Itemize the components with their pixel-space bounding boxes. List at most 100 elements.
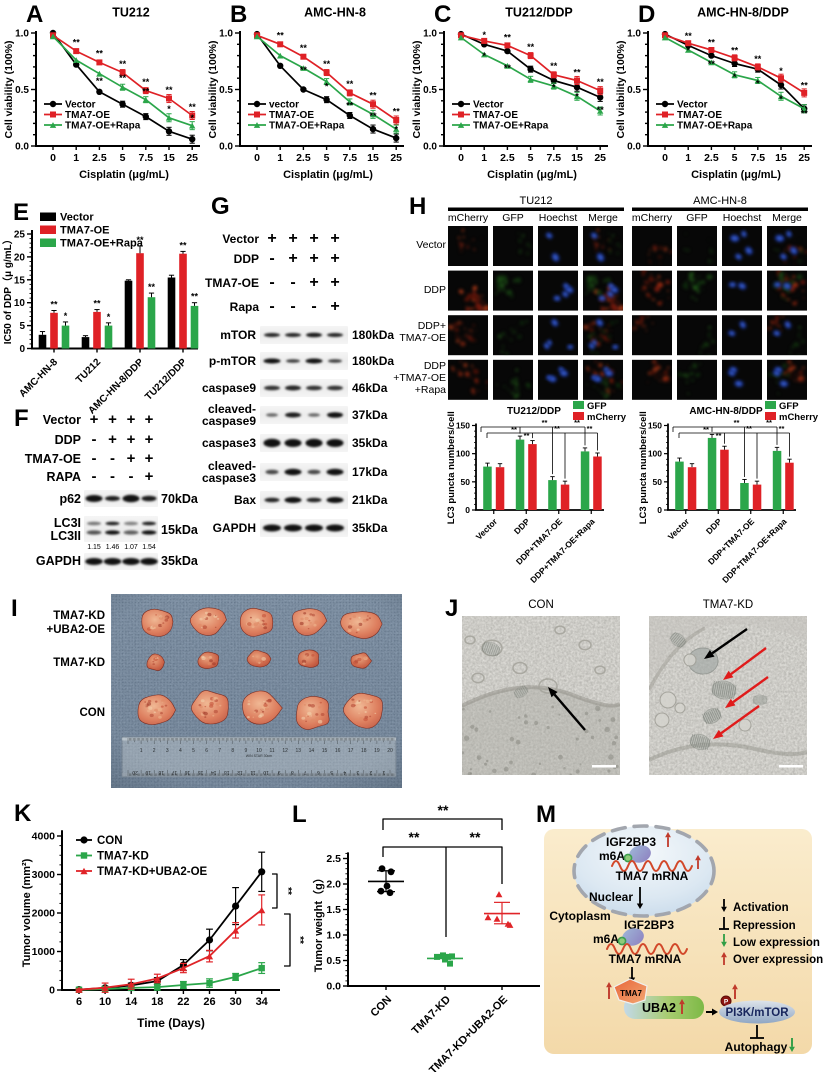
- svg-text:*: *: [482, 30, 486, 40]
- svg-text:**: **: [165, 85, 173, 95]
- svg-text:5: 5: [528, 152, 534, 164]
- svg-text:Time (Days): Time (Days): [137, 1016, 205, 1030]
- svg-text:TU212/DDP: TU212/DDP: [143, 357, 189, 403]
- svg-text:2.5: 2.5: [326, 853, 341, 865]
- svg-text:CON: CON: [97, 835, 123, 847]
- svg-text:**: **: [587, 424, 593, 433]
- svg-text:35kDa: 35kDa: [352, 521, 388, 535]
- svg-text:17: 17: [348, 748, 354, 754]
- svg-text:1: 1: [382, 769, 385, 775]
- svg-text:0: 0: [458, 152, 464, 164]
- svg-text:M: M: [536, 801, 556, 828]
- svg-text:12: 12: [237, 769, 243, 775]
- svg-text:**: **: [323, 59, 331, 69]
- svg-text:TMA7-OE+Rapa: TMA7-OE+Rapa: [269, 121, 345, 132]
- svg-text:+: +: [267, 230, 276, 247]
- svg-text:D: D: [638, 1, 655, 28]
- svg-text:*: *: [74, 61, 78, 71]
- svg-text:Hoechst: Hoechst: [539, 212, 578, 224]
- svg-text:TMA7 mRNA: TMA7 mRNA: [616, 869, 689, 883]
- svg-text:8: 8: [291, 769, 294, 775]
- svg-text:+: +: [145, 431, 154, 448]
- svg-text:UBA2: UBA2: [642, 1001, 676, 1015]
- svg-text:**: **: [550, 61, 558, 71]
- svg-text:*: *: [552, 83, 556, 93]
- svg-text:**: **: [282, 887, 293, 895]
- svg-text:DDP: DDP: [424, 284, 446, 296]
- svg-text:Vector: Vector: [474, 516, 500, 542]
- svg-text:**: **: [754, 54, 762, 64]
- svg-text:CON: CON: [528, 599, 554, 611]
- svg-text:14: 14: [125, 996, 138, 1008]
- svg-text:Vector: Vector: [666, 516, 692, 542]
- svg-text:PI3K/mTOR: PI3K/mTOR: [725, 1007, 789, 1019]
- svg-text:caspase9: caspase9: [202, 414, 256, 428]
- svg-text:C: C: [434, 1, 451, 28]
- svg-text:37kDa: 37kDa: [352, 408, 388, 422]
- svg-text:0: 0: [49, 985, 55, 997]
- svg-text:6: 6: [205, 748, 208, 754]
- svg-text:LC3II: LC3II: [50, 529, 81, 543]
- svg-text:0.0: 0.0: [219, 142, 233, 153]
- svg-text:1: 1: [73, 152, 79, 164]
- svg-text:0.5: 0.5: [219, 85, 233, 96]
- svg-text:**: **: [708, 37, 716, 47]
- svg-text:*: *: [529, 67, 533, 77]
- svg-text:15: 15: [14, 275, 26, 286]
- svg-text:10: 10: [263, 769, 269, 775]
- svg-text:+: +: [108, 411, 117, 428]
- svg-text:-: -: [269, 250, 274, 267]
- svg-text:**: **: [136, 235, 144, 245]
- svg-text:**: **: [779, 424, 785, 433]
- svg-text:3: 3: [166, 748, 169, 754]
- svg-text:5: 5: [324, 152, 330, 164]
- svg-text:1.07: 1.07: [124, 544, 138, 551]
- svg-text:4: 4: [343, 769, 346, 775]
- svg-text:18: 18: [361, 748, 367, 754]
- svg-text:**: **: [542, 418, 548, 427]
- svg-text:3000: 3000: [32, 869, 56, 881]
- svg-text:**: **: [191, 292, 199, 302]
- svg-text:*: *: [575, 92, 579, 102]
- svg-text:*: *: [190, 113, 194, 123]
- svg-text:TMA7-OE: TMA7-OE: [60, 225, 110, 237]
- svg-text:20: 20: [387, 748, 393, 754]
- svg-text:20: 20: [132, 769, 138, 775]
- svg-text:7.5: 7.5: [342, 152, 357, 164]
- svg-text:15: 15: [198, 769, 204, 775]
- svg-text:7: 7: [218, 748, 221, 754]
- svg-text:1.46: 1.46: [106, 544, 120, 551]
- svg-text:GFP: GFP: [779, 401, 799, 412]
- svg-text:+: +: [127, 411, 136, 428]
- svg-text:*: *: [779, 94, 783, 104]
- svg-text:+TMA7-OE: +TMA7-OE: [393, 372, 446, 384]
- svg-text:+: +: [145, 450, 154, 467]
- svg-text:+: +: [288, 250, 297, 267]
- svg-text:H: H: [409, 193, 426, 220]
- svg-text:1: 1: [140, 748, 143, 754]
- svg-text:CON: CON: [79, 707, 105, 719]
- svg-text:**: **: [574, 418, 580, 427]
- svg-text:Cytoplasm: Cytoplasm: [549, 909, 610, 923]
- svg-text:caspase3: caspase3: [202, 471, 256, 485]
- svg-text:0.0: 0.0: [627, 142, 641, 153]
- svg-text:mCherry: mCherry: [448, 212, 489, 224]
- svg-text:5: 5: [192, 748, 195, 754]
- svg-text:15: 15: [571, 152, 583, 164]
- svg-text:4: 4: [179, 748, 182, 754]
- svg-text:cleaved-: cleaved-: [208, 459, 256, 473]
- svg-text:**: **: [50, 299, 58, 309]
- svg-text:Vector: Vector: [60, 212, 94, 224]
- svg-text:+: +: [330, 250, 339, 267]
- svg-text:150: 150: [648, 421, 662, 431]
- svg-text:Vector: Vector: [473, 100, 504, 111]
- svg-text:Low expression: Low expression: [733, 937, 820, 949]
- svg-text:1.54: 1.54: [142, 544, 156, 551]
- svg-text:DDP: DDP: [55, 433, 81, 447]
- svg-text:TMA7-KD: TMA7-KD: [703, 599, 753, 611]
- svg-text:**: **: [73, 37, 81, 47]
- svg-text:1: 1: [277, 152, 283, 164]
- svg-text:15kDa: 15kDa: [161, 523, 199, 537]
- svg-text:0.0: 0.0: [326, 981, 341, 993]
- svg-text:1.5: 1.5: [326, 904, 341, 916]
